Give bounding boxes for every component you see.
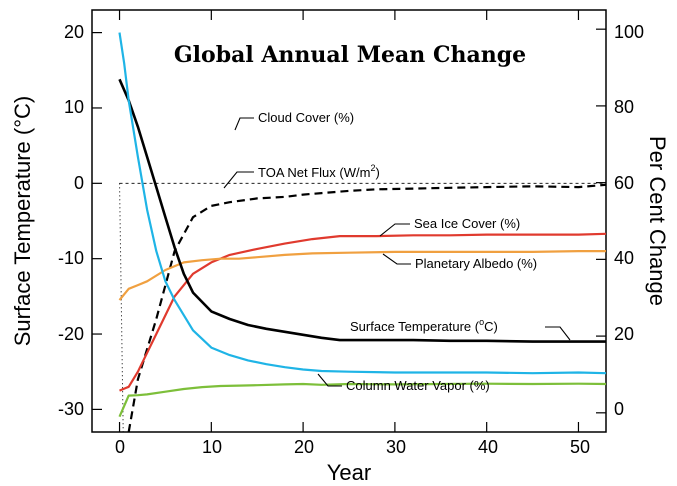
label-toa-net-flux-sup: 2 [370,163,375,173]
series-line-4 [118,78,606,343]
left-axis-title: Surface Temperature (°C) [10,96,35,347]
y-left-tick-label: -10 [58,248,84,268]
series-line-0 [118,382,607,418]
x-tick-label: 10 [202,437,222,457]
series-line-5 [118,32,607,375]
y-left-tick-label: -20 [58,324,84,344]
annotation-leaders [223,117,571,387]
x-tick-label: 20 [294,437,314,457]
label-column-water-vapor: Column Water Vapor (%) [346,378,490,393]
y-right-tick-label: 0 [614,399,624,419]
x-tick-label: 50 [570,437,590,457]
label-toa-net-flux-main: TOA Net Flux (W/m [258,165,370,180]
label-toa-net-flux: TOA Net Flux (W/m2) [258,163,380,180]
leader-surface-temp [545,326,571,341]
series-line-3 [118,250,606,301]
y-right-ticks: 100 80 60 40 20 0 [614,22,644,419]
tick-marks [92,10,606,432]
leader-sea-ice [379,223,410,237]
leader-cloud-cover [234,117,254,131]
series-layer [118,32,607,433]
label-surface-temperature-end: C) [484,319,498,334]
x-axis-title: Year [327,460,371,485]
x-ticks: 0 10 20 30 40 50 [115,437,590,457]
y-right-tick-label: 20 [614,324,634,344]
label-surface-temperature-deg: o [479,317,484,327]
right-axis-title: Per Cent Change [645,136,670,306]
label-surface-temperature-main: Surface Temperature ( [350,319,480,334]
x-tick-label: 40 [478,437,498,457]
chart-title: Global Annual Mean Change [174,42,526,68]
series-line-2 [119,232,607,392]
y-right-tick-label: 80 [614,97,634,117]
label-planetary-albedo: Planetary Albedo (%) [415,256,537,271]
x-tick-label: 30 [386,437,406,457]
y-left-ticks: 20 10 0 -10 -20 -30 [58,22,84,419]
label-surface-temperature: Surface Temperature (oC) [350,317,498,334]
y-right-tick-label: 40 [614,248,634,268]
plot-frame [91,9,607,433]
initial-drop-line [119,183,124,433]
y-left-tick-label: 0 [74,173,84,193]
label-toa-net-flux-end: ) [375,165,379,180]
y-left-tick-label: -30 [58,399,84,419]
y-left-tick-label: 10 [64,97,84,117]
y-right-tick-label: 100 [614,22,644,42]
label-sea-ice-cover: Sea Ice Cover (%) [414,216,520,231]
series-line-1 [127,183,607,433]
x-tick-label: 0 [115,437,125,457]
y-right-tick-label: 60 [614,173,634,193]
y-left-tick-label: 20 [64,22,84,42]
leader-albedo [382,253,411,265]
label-cloud-cover: Cloud Cover (%) [258,110,354,125]
leader-toa-flux [223,171,254,189]
leader-water-vapor [317,373,342,387]
